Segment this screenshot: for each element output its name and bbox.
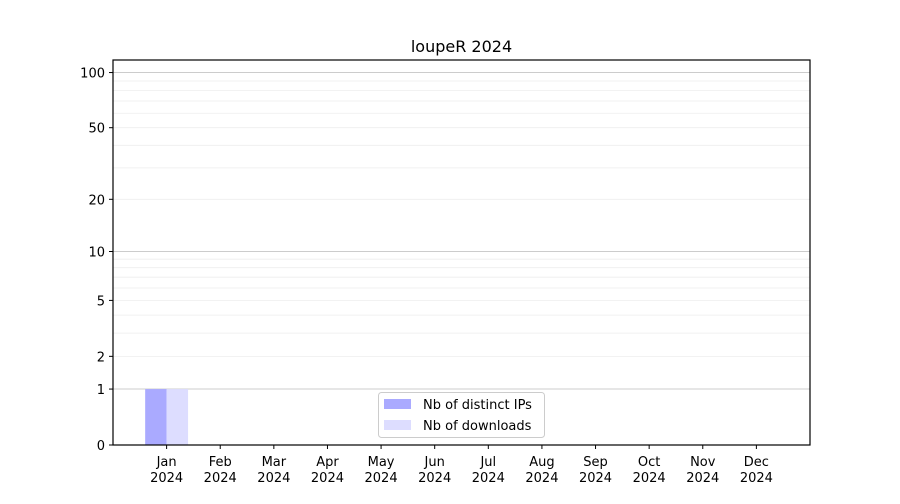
y-tick-label: 10 [88,245,105,260]
x-tick-label-year: 2024 [633,471,666,486]
x-tick-label-month: Jan [156,455,177,470]
legend-label: Nb of downloads [423,419,532,434]
x-tick-label-year: 2024 [740,471,773,486]
y-axis: 0 1 2 5 10 20 50 100 [80,67,113,454]
chart-title: loupeR 2024 [411,37,512,56]
x-tick-label-month: Mar [262,455,287,470]
legend-label: Nb of distinct IPs [423,398,532,413]
x-tick-label-month: Sep [583,455,608,470]
x-tick-label-year: 2024 [418,471,451,486]
x-tick-label-year: 2024 [579,471,612,486]
x-tick-label-month: Dec [744,455,769,470]
x-tick-label-month: May [368,455,395,470]
legend-swatch [384,399,411,409]
y-tick-label: 0 [97,439,105,454]
x-tick-label-year: 2024 [150,471,183,486]
bar-downloads [166,389,189,445]
y-tick-label: 1 [97,383,105,398]
legend: Nb of distinct IPs Nb of downloads [378,392,545,438]
y-tick-label: 50 [88,122,105,137]
x-tick-label-year: 2024 [204,471,237,486]
x-tick-label-month: Apr [316,455,339,470]
x-axis: Jan2024Feb2024Mar2024Apr2024May2024Jun20… [150,445,773,486]
legend-swatch [384,420,411,430]
x-tick-label-year: 2024 [365,471,398,486]
x-tick-label-month: Nov [690,455,716,470]
x-tick-label-month: Oct [638,455,660,470]
bar-distinct-ips [145,389,167,445]
grid [113,72,810,390]
x-tick-label-month: Jun [424,455,445,470]
x-tick-label-year: 2024 [311,471,344,486]
bars [145,389,189,445]
x-tick-label-year: 2024 [525,471,558,486]
y-tick-label: 100 [80,67,105,82]
legend-box [378,392,545,438]
x-tick-label-month: Aug [529,455,554,470]
plot-frame [112,59,811,446]
x-tick-label-year: 2024 [472,471,505,486]
y-tick-label: 5 [97,294,105,309]
x-tick-label-year: 2024 [686,471,719,486]
x-tick-label-month: Feb [209,455,232,470]
y-tick-label: 20 [88,193,105,208]
x-tick-label-month: Jul [479,455,496,470]
y-tick-label: 2 [97,350,105,365]
x-tick-label-year: 2024 [257,471,290,486]
